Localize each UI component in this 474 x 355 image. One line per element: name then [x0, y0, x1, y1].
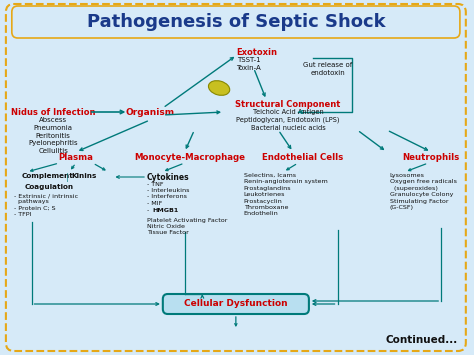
Text: Organism: Organism — [126, 108, 174, 117]
Text: - Extrinsic / intrinsic
  pathways
- Protein C; S
- TFPI: - Extrinsic / intrinsic pathways - Prote… — [14, 193, 78, 217]
Text: Plasma: Plasma — [58, 153, 93, 162]
Text: Platelet Activating Factor
Nitric Oxide
Tissue Factor: Platelet Activating Factor Nitric Oxide … — [147, 218, 228, 235]
Text: Pathogenesis of Septic Shock: Pathogenesis of Septic Shock — [87, 13, 385, 31]
Ellipse shape — [209, 81, 230, 95]
Text: Kinins: Kinins — [71, 173, 96, 179]
Text: Gut release of
endotoxin: Gut release of endotoxin — [303, 62, 352, 76]
Text: Abscess
Pneumonia
Peritonitis
Pyelonephritis
Cellulitis: Abscess Pneumonia Peritonitis Pyelonephr… — [28, 117, 78, 154]
Text: Selectins, Icams
Renin-angiotensin system
Prostaglandins
Leukotrienes
Prostacycl: Selectins, Icams Renin-angiotensin syste… — [244, 173, 328, 217]
Text: Monocyte-Macrophage: Monocyte-Macrophage — [134, 153, 245, 162]
Text: Complement: Complement — [22, 173, 73, 179]
Text: HMGB1: HMGB1 — [152, 208, 178, 213]
Text: Teichoic Acid Antigen
Peptidoglycan, Endotoxin (LPS)
Bacterial nucleic acids: Teichoic Acid Antigen Peptidoglycan, End… — [237, 109, 340, 131]
Text: - TNF
- Interleukins
- Interferons
- MIF: - TNF - Interleukins - Interferons - MIF — [147, 182, 190, 206]
Text: Coagulation: Coagulation — [25, 184, 74, 190]
Text: Nidus of Infection: Nidus of Infection — [11, 108, 96, 117]
Text: -: - — [147, 208, 151, 213]
Text: Cytokines: Cytokines — [147, 173, 190, 182]
Text: TSST-1
Toxin-A: TSST-1 Toxin-A — [237, 57, 261, 71]
Text: Exotoxin: Exotoxin — [236, 48, 277, 57]
Text: Lysosomes
Oxygen free radicals
  (superoxides)
Granulocyte Colony
Stimulating Fa: Lysosomes Oxygen free radicals (superoxi… — [390, 173, 457, 210]
Text: Structural Component: Structural Component — [236, 100, 341, 109]
Text: |: | — [66, 173, 68, 182]
Text: Continued...: Continued... — [386, 335, 458, 345]
Text: Cellular Dysfunction: Cellular Dysfunction — [184, 300, 288, 308]
Text: Neutrophils: Neutrophils — [402, 153, 460, 162]
Text: Endothelial Cells: Endothelial Cells — [262, 153, 344, 162]
FancyBboxPatch shape — [163, 294, 309, 314]
